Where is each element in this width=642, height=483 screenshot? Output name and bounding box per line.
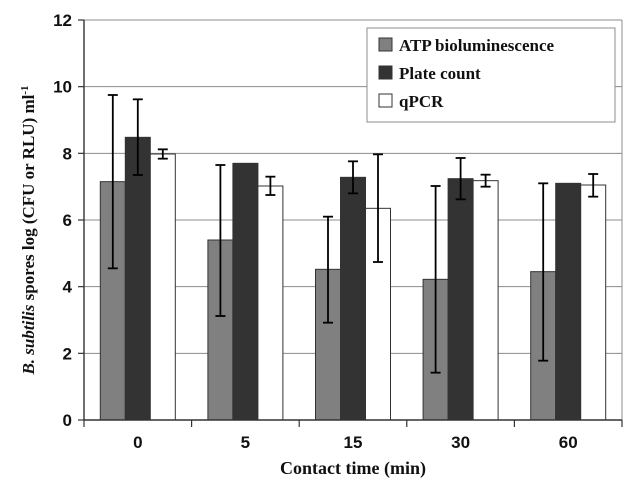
error-bar: [455, 157, 466, 201]
error-bar: [538, 182, 549, 362]
legend-swatch: [378, 37, 393, 52]
y-tick-label: 0: [63, 411, 72, 430]
bar-qpcr-5: [257, 185, 284, 421]
y-tick-label: 4: [63, 278, 73, 297]
error-bar: [107, 94, 118, 270]
bar-plate-count-15: [340, 176, 366, 421]
x-tick-label: 15: [344, 433, 363, 452]
y-axis-label-main: spores log (CFU or RLU) ml: [19, 94, 38, 304]
bar-plate-count-60: [555, 182, 582, 421]
error-bar: [132, 98, 143, 176]
x-tick-label: 5: [241, 433, 250, 452]
error-bar: [157, 148, 168, 160]
legend: ATP bioluminescence Plate count qPCR: [366, 27, 616, 123]
y-tick-label: 10: [53, 78, 72, 97]
bar-plate-count-0: [124, 136, 151, 421]
legend-swatch: [378, 93, 393, 108]
y-axis-label: B. subtilis spores log (CFU or RLU) ml-1: [19, 85, 38, 375]
legend-label: ATP bioluminescence: [399, 36, 554, 55]
bar-plate-count-30: [447, 178, 474, 421]
axes: [78, 19, 623, 427]
error-bar: [373, 153, 383, 263]
legend-box: [366, 27, 616, 123]
x-axis-label: Contact time (min): [280, 458, 426, 479]
error-bar: [323, 215, 333, 324]
y-axis-label-italic: B. subtilis: [19, 304, 38, 375]
y-tick-label: 2: [63, 344, 72, 363]
error-bars: [107, 94, 599, 374]
legend-label: qPCR: [399, 92, 444, 111]
legend-swatch: [378, 65, 393, 80]
bar-plate-count-5: [232, 162, 259, 421]
legend-label: Plate count: [399, 64, 481, 83]
error-bar: [348, 160, 358, 195]
error-bar: [430, 185, 441, 374]
bar-qpcr-60: [580, 184, 607, 421]
y-axis-label-superscript: -1: [19, 85, 31, 94]
y-tick-label: 6: [63, 211, 72, 230]
tick-labels: 0 2 4 6 8 10 12 0 5 15 30 60: [53, 11, 578, 452]
y-tick-label: 8: [63, 144, 72, 163]
error-bar: [215, 164, 226, 317]
bar-qpcr-0: [149, 153, 176, 421]
x-tick-label: 60: [559, 433, 578, 452]
x-tick-label: 30: [451, 433, 470, 452]
bar-qpcr-30: [472, 180, 499, 421]
y-tick-label: 12: [53, 11, 72, 30]
error-bar: [588, 173, 599, 198]
error-bar: [265, 175, 276, 196]
x-tick-label: 0: [133, 433, 142, 452]
error-bar: [480, 173, 491, 188]
